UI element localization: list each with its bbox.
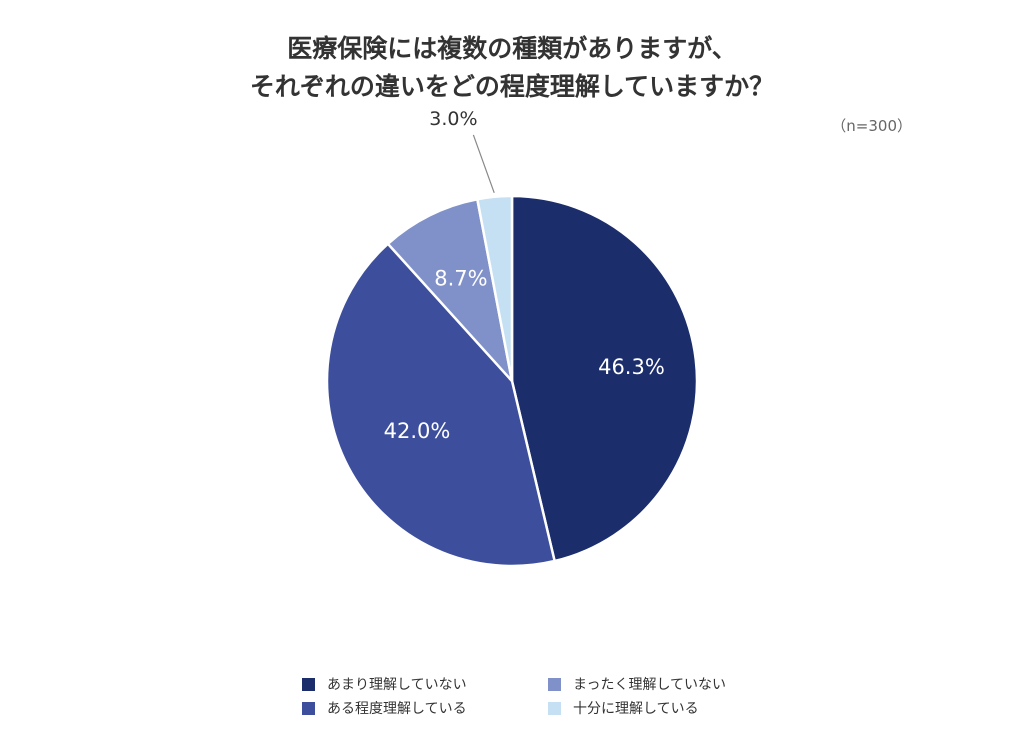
legend-swatch-3 bbox=[548, 701, 561, 715]
pie-label-3: 3.0% bbox=[429, 108, 477, 130]
legend-item-3: 十分に理解している bbox=[548, 698, 699, 718]
legend-item-2: まったく理解していない bbox=[548, 674, 726, 694]
legend-label-3: 十分に理解している bbox=[573, 701, 699, 717]
pie-slice-0 bbox=[510, 194, 699, 563]
legend-label-2: まったく理解していない bbox=[573, 677, 727, 693]
chart-title-line-1: 医療保険には複数の種類がありますが、 bbox=[287, 34, 737, 63]
chart-title-line-2: それぞれの違いをどの程度理解していますか？ bbox=[249, 72, 775, 101]
pie-slice-2 bbox=[386, 198, 514, 383]
pie-label-1: 42.0% bbox=[384, 419, 451, 443]
legend-swatch-1 bbox=[302, 701, 315, 715]
pie-slice-1 bbox=[325, 242, 556, 568]
legend-swatch-0 bbox=[302, 677, 315, 691]
legend-item-0: あまり理解していない bbox=[302, 674, 467, 694]
legend-label-0: あまり理解していない bbox=[327, 677, 467, 693]
pie-label-0: 46.3% bbox=[598, 355, 665, 379]
pie-slice-3 bbox=[476, 194, 514, 383]
legend-label-1: ある程度理解している bbox=[327, 701, 467, 717]
pie-label-2: 8.7% bbox=[434, 266, 487, 290]
sample-size-note: （n=300） bbox=[831, 117, 912, 135]
pie-leader-line-3 bbox=[472, 134, 495, 194]
chart-title: 医療保険には複数の種類がありますが、 それぞれの違いをどの程度理解していますか？ bbox=[0, 30, 1024, 106]
legend-swatch-2 bbox=[548, 677, 561, 691]
legend-item-1: ある程度理解している bbox=[302, 698, 467, 718]
